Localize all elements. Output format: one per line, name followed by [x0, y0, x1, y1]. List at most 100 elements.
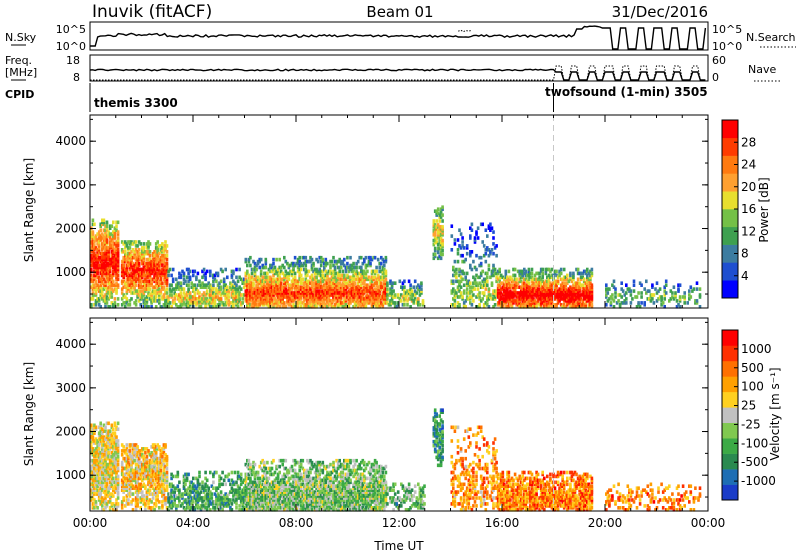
scatter-cell	[144, 484, 147, 488]
scatter-cell	[316, 293, 320, 297]
scatter-cell	[318, 269, 321, 274]
scatter-cell	[158, 265, 161, 270]
scatter-cell	[570, 303, 574, 307]
scatter-cell	[113, 301, 117, 305]
scatter-cell	[519, 291, 523, 295]
scatter-cell	[162, 285, 166, 289]
scatter-cell	[110, 472, 114, 477]
scatter-cell	[301, 289, 305, 293]
scatter-cell	[625, 297, 628, 301]
scatter-cell	[136, 494, 139, 498]
scatter-cell	[202, 291, 206, 295]
scatter-cell	[238, 293, 241, 297]
scatter-cell	[258, 287, 261, 291]
scatter-cell	[333, 303, 337, 307]
scatter-cell	[120, 263, 124, 268]
scatter-cell	[110, 474, 114, 479]
scatter-cell	[122, 445, 125, 449]
scatter-cell	[455, 291, 458, 295]
scatter-cell	[533, 303, 537, 307]
scatter-cell	[524, 271, 528, 276]
scatter-cell	[506, 275, 509, 280]
scatter-cell	[112, 454, 115, 459]
scatter-cell	[125, 269, 129, 274]
scatter-cell	[116, 255, 120, 260]
scatter-cell	[519, 273, 523, 278]
scatter-cell	[104, 484, 107, 488]
scatter-cell	[558, 269, 561, 274]
scatter-cell	[205, 291, 209, 295]
scatter-cell	[532, 299, 535, 303]
scatter-cell	[258, 279, 261, 284]
scatter-cell	[144, 299, 147, 303]
scatter-cell	[556, 293, 560, 297]
scatter-cell	[239, 293, 243, 297]
scatter-cell	[136, 265, 139, 270]
scatter-cell	[158, 263, 161, 268]
scatter-cell	[128, 494, 132, 498]
scatter-cell	[313, 283, 317, 287]
scatter-cell	[367, 297, 371, 301]
scatter-cell	[249, 299, 252, 303]
scatter-cell	[367, 255, 371, 260]
scatter-cell	[384, 277, 388, 282]
scatter-cell	[432, 219, 436, 223]
scatter-cell	[369, 255, 372, 260]
scatter-cell	[510, 285, 514, 289]
scatter-cell	[96, 238, 99, 242]
scatter-cell	[526, 303, 529, 307]
scatter-cell	[162, 269, 166, 274]
scatter-cell	[304, 255, 308, 260]
scatter-cell	[576, 291, 580, 295]
scatter-cell	[105, 486, 109, 490]
scatter-cell	[341, 273, 345, 278]
scatter-cell	[90, 303, 93, 307]
scatter-cell	[339, 291, 343, 295]
scatter-cell	[116, 273, 120, 278]
scatter-cell	[361, 261, 365, 266]
scatter-cell	[323, 267, 326, 272]
scatter-cell	[355, 271, 358, 276]
scatter-cell	[640, 295, 643, 299]
scatter-cell	[210, 305, 214, 309]
scatter-cell	[333, 265, 337, 270]
scatter-cell	[273, 281, 277, 285]
scatter-cell	[356, 283, 360, 287]
scatter-cell	[90, 492, 93, 496]
scatter-cell	[546, 275, 549, 280]
scatter-cell	[283, 279, 286, 284]
scatter-cell	[303, 281, 306, 285]
scatter-cell	[131, 285, 135, 289]
scatter-cell	[518, 273, 521, 278]
scatter-cell	[550, 283, 554, 287]
scatter-cell	[496, 287, 500, 291]
scatter-cell	[122, 486, 125, 490]
scatter-cell	[361, 275, 365, 280]
scatter-cell	[581, 303, 584, 307]
scatter-cell	[310, 299, 314, 303]
scatter-cell	[275, 257, 278, 262]
scatter-cell	[236, 293, 240, 297]
scatter-cell	[350, 291, 354, 295]
scatter-cell	[541, 275, 544, 280]
scatter-cell	[108, 285, 112, 289]
scatter-cell	[207, 293, 210, 297]
scatter-cell	[323, 295, 326, 299]
scatter-cell	[496, 283, 500, 287]
scatter-cell	[578, 303, 581, 307]
scatter-cell	[168, 293, 172, 297]
scatter-cell	[506, 277, 509, 282]
scatter-cell	[276, 279, 280, 284]
scatter-cell	[141, 447, 144, 451]
scatter-cell	[127, 253, 130, 258]
scatter-cell	[144, 289, 147, 293]
scatter-cell	[128, 478, 132, 483]
scatter-cell	[99, 251, 102, 256]
scatter-cell	[533, 291, 537, 295]
scatter-cell	[530, 279, 534, 284]
scatter-cell	[113, 433, 117, 437]
scatter-cell	[498, 293, 501, 297]
scatter-cell	[154, 279, 158, 284]
scatter-cell	[153, 259, 156, 264]
scatter-cell	[272, 295, 275, 299]
